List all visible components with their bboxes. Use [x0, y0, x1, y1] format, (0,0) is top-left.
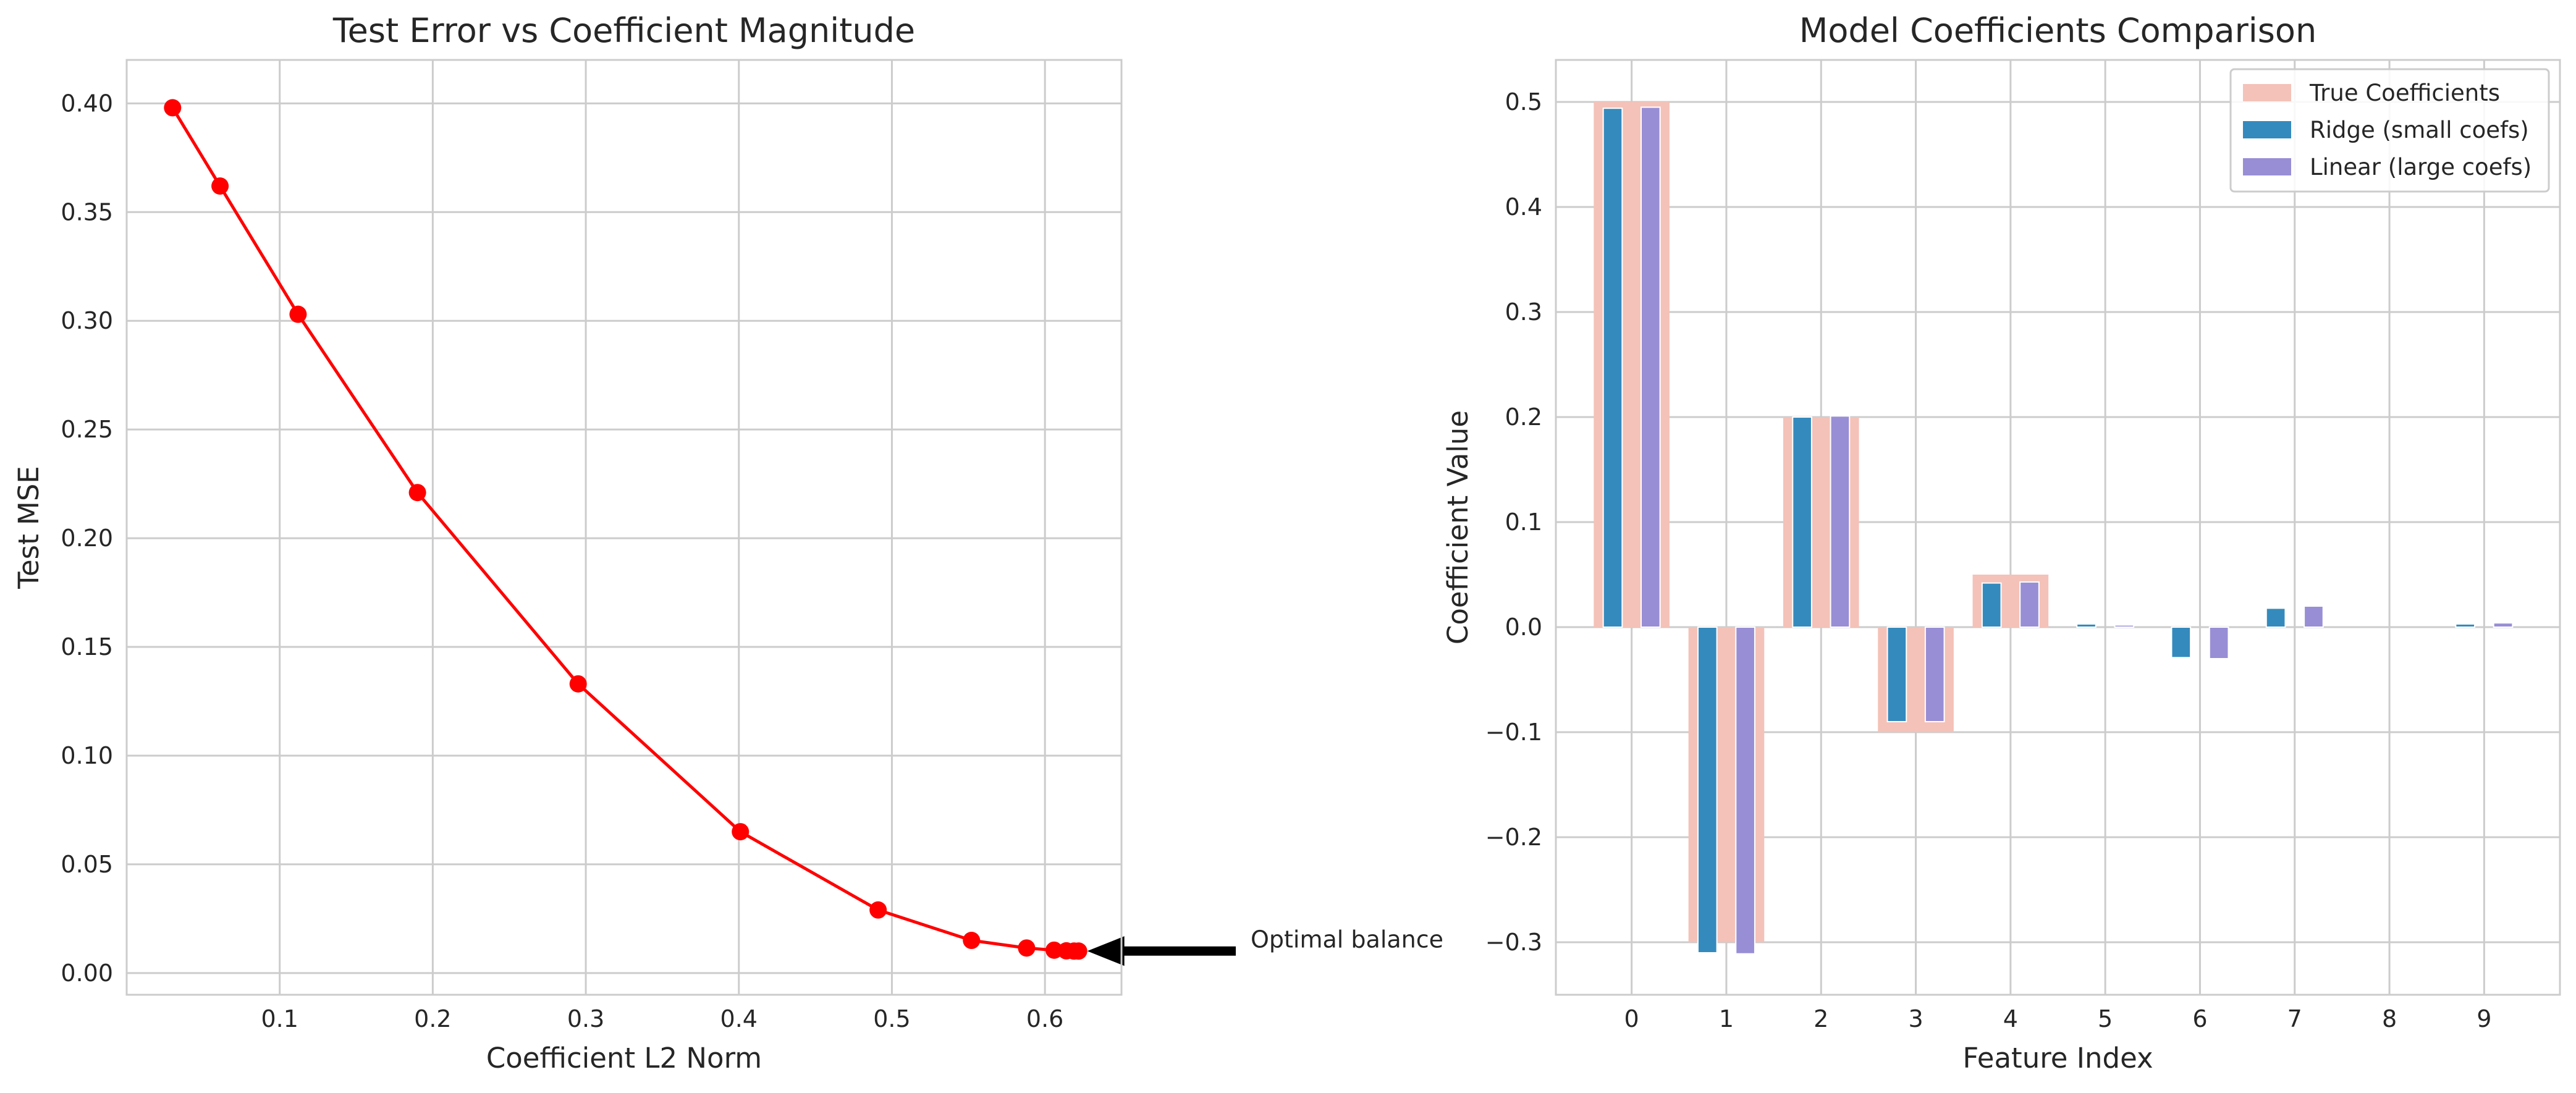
bar-linear	[2304, 606, 2324, 628]
x-tick-label: 5	[2098, 1005, 2113, 1032]
bar-ridge	[2455, 623, 2476, 628]
y-tick-label: 0.2	[1505, 403, 1542, 431]
legend: True Coefficients Ridge (small coefs) Li…	[2229, 68, 2550, 193]
legend-label-linear: Linear (large coefs)	[2310, 154, 2532, 180]
bar-ridge	[1602, 108, 1623, 628]
bar-linear	[2019, 581, 2040, 628]
right-chart: 0 1 2 3 4 5 6 7 8 9 −0.3 −0.2 −0.1 0.0 0.1 0.2 0.3 0.4 0.5…	[1442, 11, 2561, 1074]
legend-swatch-ridge	[2243, 121, 2291, 138]
data-point	[732, 823, 750, 841]
left-plot-area	[127, 60, 1121, 995]
bar-linear	[2493, 622, 2514, 628]
right-chart-title: Model Coefficients Comparison	[1799, 11, 2316, 50]
bar-ridge	[2265, 607, 2286, 628]
y-tick-label: 0.1	[1505, 509, 1542, 536]
y-tick-label: 0.10	[61, 742, 113, 769]
left-gridlines	[127, 60, 1121, 995]
right-gridlines	[1556, 60, 2560, 995]
data-point	[408, 484, 426, 502]
data-point	[211, 177, 229, 195]
x-tick-label: 4	[2003, 1005, 2018, 1032]
left-chart: 0.1 0.2 0.3 0.4 0.5 0.6 0.00 0.05 0.10 0.15 0.20 0.…	[12, 11, 1443, 1074]
y-tick-label: −0.1	[1485, 719, 1542, 746]
y-tick-label: 0.05	[61, 851, 113, 878]
y-tick-label: −0.2	[1485, 824, 1542, 851]
data-point	[1018, 939, 1036, 957]
x-tick-label: 0.2	[414, 1005, 451, 1032]
legend-box	[2229, 68, 2550, 193]
right-y-axis-label: Coefficient Value	[1442, 410, 1474, 644]
bar-linear	[1640, 106, 1661, 628]
bar-ridge	[2076, 623, 2097, 628]
x-tick-label: 8	[2382, 1005, 2397, 1032]
bar-ridge	[1886, 627, 1907, 722]
x-tick-label: 3	[1908, 1005, 1923, 1032]
left-tick-labels: 0.1 0.2 0.3 0.4 0.5 0.6 0.00 0.05 0.10 0.15 0.20 0.…	[61, 90, 1063, 1032]
bar-linear	[2208, 627, 2229, 659]
bar-linear	[2114, 624, 2135, 628]
y-tick-label: 0.15	[61, 633, 113, 660]
bar-linear	[1735, 627, 1755, 955]
right-bars	[1594, 102, 2514, 955]
y-tick-label: 0.40	[61, 90, 113, 117]
y-tick-label: 0.30	[61, 307, 113, 334]
legend-swatch-linear	[2243, 158, 2291, 175]
x-tick-label: 6	[2192, 1005, 2207, 1032]
left-plot-frame	[125, 59, 1123, 996]
x-tick-label: 0	[1624, 1005, 1639, 1032]
y-tick-label: 0.3	[1505, 298, 1542, 326]
x-tick-label: 0.3	[567, 1005, 604, 1032]
bar-ridge	[1697, 627, 1718, 953]
legend-label-ridge: Ridge (small coefs)	[2310, 117, 2529, 143]
right-x-axis-label: Feature Index	[1962, 1042, 2153, 1074]
bar-ridge	[2171, 627, 2192, 659]
x-tick-label: 0.6	[1026, 1005, 1063, 1032]
left-x-axis-label: Coefficient L2 Norm	[486, 1042, 762, 1074]
right-plot-frame	[1555, 59, 2561, 996]
y-tick-label: 0.25	[61, 416, 113, 443]
x-tick-label: 9	[2477, 1005, 2491, 1032]
bar-ridge	[1792, 416, 1812, 628]
data-point	[1045, 941, 1063, 959]
data-point	[569, 675, 587, 693]
left-chart-title: Test Error vs Coefficient Magnitude	[332, 11, 915, 50]
y-tick-label: 0.20	[61, 525, 113, 552]
data-point	[164, 99, 182, 117]
data-point	[963, 932, 981, 950]
annotation-arrow-head	[1087, 936, 1125, 966]
bar-ridge	[1981, 582, 2002, 628]
y-tick-label: 0.35	[61, 198, 113, 226]
y-tick-label: 0.0	[1505, 614, 1542, 641]
bar-linear	[1924, 627, 1945, 722]
left-y-axis-label: Test MSE	[12, 466, 45, 589]
annotation-label: Optimal balance	[1251, 926, 1443, 953]
x-tick-label: 0.4	[720, 1005, 758, 1032]
left-annotation	[1087, 936, 1236, 966]
x-tick-label: 7	[2287, 1005, 2302, 1032]
bar-linear	[1830, 415, 1851, 628]
y-tick-label: 0.4	[1505, 193, 1542, 221]
legend-label-true: True Coefficients	[2309, 80, 2500, 106]
x-tick-label: 0.1	[261, 1005, 298, 1032]
x-tick-label: 0.5	[873, 1005, 910, 1032]
y-tick-label: −0.3	[1485, 929, 1542, 956]
y-tick-label: 0.5	[1505, 88, 1542, 116]
legend-swatch-true	[2243, 84, 2291, 101]
right-tick-labels: 0 1 2 3 4 5 6 7 8 9 −0.3 −0.2 −0.1 0.0 0.1 0.2 0.3 0.4 0.5	[1485, 88, 2492, 1032]
data-point	[1070, 942, 1087, 960]
data-point	[289, 305, 307, 323]
x-tick-label: 2	[1814, 1005, 1828, 1032]
data-point	[869, 901, 887, 919]
x-tick-label: 1	[1719, 1005, 1734, 1032]
left-series	[164, 99, 1087, 960]
y-tick-label: 0.00	[61, 960, 113, 987]
